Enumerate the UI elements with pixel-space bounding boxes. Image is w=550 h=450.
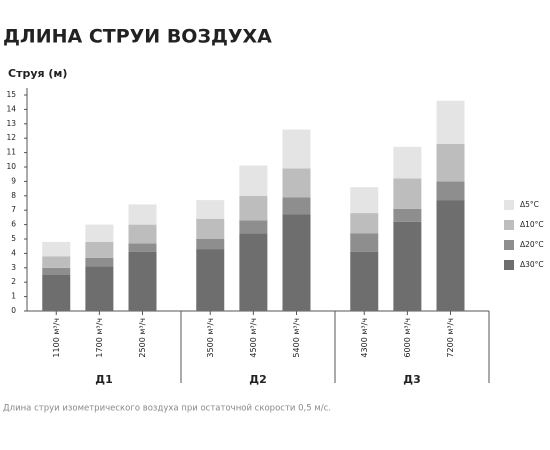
bar-segment [128, 243, 157, 252]
legend-label: Δ5°C [520, 200, 539, 209]
bar-segment [282, 197, 311, 215]
y-tick-label: 1 [11, 292, 16, 301]
y-tick-label: 15 [6, 90, 16, 99]
bar-segment [42, 275, 71, 311]
legend-label: Δ10°C [520, 220, 544, 229]
bar-segment [196, 249, 225, 311]
bar-segment [393, 221, 422, 311]
y-tick-label: 8 [11, 191, 16, 200]
y-tick-label: 2 [11, 277, 16, 286]
bar-segment [350, 233, 379, 252]
x-tick-label: 7200 м³/ч [446, 318, 455, 358]
y-tick-label: 11 [6, 148, 16, 157]
caption: Длина струи изометрического воздуха при … [3, 404, 331, 414]
bar-segment [436, 143, 465, 182]
bar-segment [436, 200, 465, 311]
group-label: Д3 [403, 373, 420, 386]
y-tick-label: 5 [11, 234, 16, 243]
bar-segment [85, 241, 114, 258]
bar-segment [85, 257, 114, 267]
bar-segment [436, 181, 465, 201]
x-tick-label: 1100 м³/ч [52, 318, 61, 358]
bar-segment [196, 239, 225, 250]
y-tick-label: 14 [6, 104, 16, 113]
chart-title: ДЛИНА СТРУИ ВОЗДУХА [3, 26, 272, 48]
x-tick-label: 4500 м³/ч [249, 318, 258, 358]
y-tick-label: 0 [11, 306, 16, 315]
y-axis-label: Струя (м) [8, 67, 67, 80]
x-tick-label: 2500 м³/ч [138, 318, 147, 358]
y-tick-label: 12 [6, 133, 16, 142]
bar-segment [128, 224, 157, 244]
y-tick-label: 13 [6, 119, 16, 128]
bar-segment [196, 218, 225, 239]
bar-segment [436, 100, 465, 144]
x-tick-label: 4300 м³/ч [360, 318, 369, 358]
legend-swatch [504, 220, 514, 230]
bar-segment [85, 224, 114, 242]
group-label: Д1 [95, 373, 112, 386]
bar-segment [128, 204, 157, 225]
bar-segment [42, 241, 71, 257]
x-tick-label: 1700 м³/ч [95, 318, 104, 358]
bar-segment [85, 266, 114, 311]
bar-segment [239, 233, 268, 311]
bar-segment [282, 129, 311, 169]
y-tick-label: 10 [6, 162, 16, 171]
legend-swatch [504, 260, 514, 270]
bar-segment [350, 251, 379, 311]
bar-segment [350, 213, 379, 234]
y-tick-label: 6 [11, 220, 16, 229]
x-tick-label: 6000 м³/ч [403, 318, 412, 358]
y-tick-label: 4 [11, 248, 16, 257]
legend-swatch [504, 240, 514, 250]
y-tick-label: 3 [11, 263, 16, 272]
y-tick-label: 7 [11, 205, 16, 214]
bar-segment [350, 187, 379, 214]
x-tick-label: 3500 м³/ч [206, 318, 215, 358]
legend-label: Δ20°C [520, 240, 544, 249]
bar-segment [282, 214, 311, 311]
bar-segment [393, 208, 422, 222]
bar-segment [393, 146, 422, 179]
y-tick-label: 9 [11, 176, 16, 185]
group-label: Д2 [249, 373, 266, 386]
legend-label: Δ30°C [520, 260, 544, 269]
bar-segment [42, 256, 71, 268]
legend-swatch [504, 200, 514, 210]
bar-segment [239, 220, 268, 234]
bar-segment [282, 168, 311, 198]
bar-segment [42, 267, 71, 275]
bar-segment [239, 195, 268, 221]
bar-segment [128, 251, 157, 311]
bar-segment [239, 165, 268, 196]
x-tick-label: 5400 м³/ч [292, 318, 301, 358]
bar-segment [196, 200, 225, 219]
bar-segment [393, 178, 422, 209]
